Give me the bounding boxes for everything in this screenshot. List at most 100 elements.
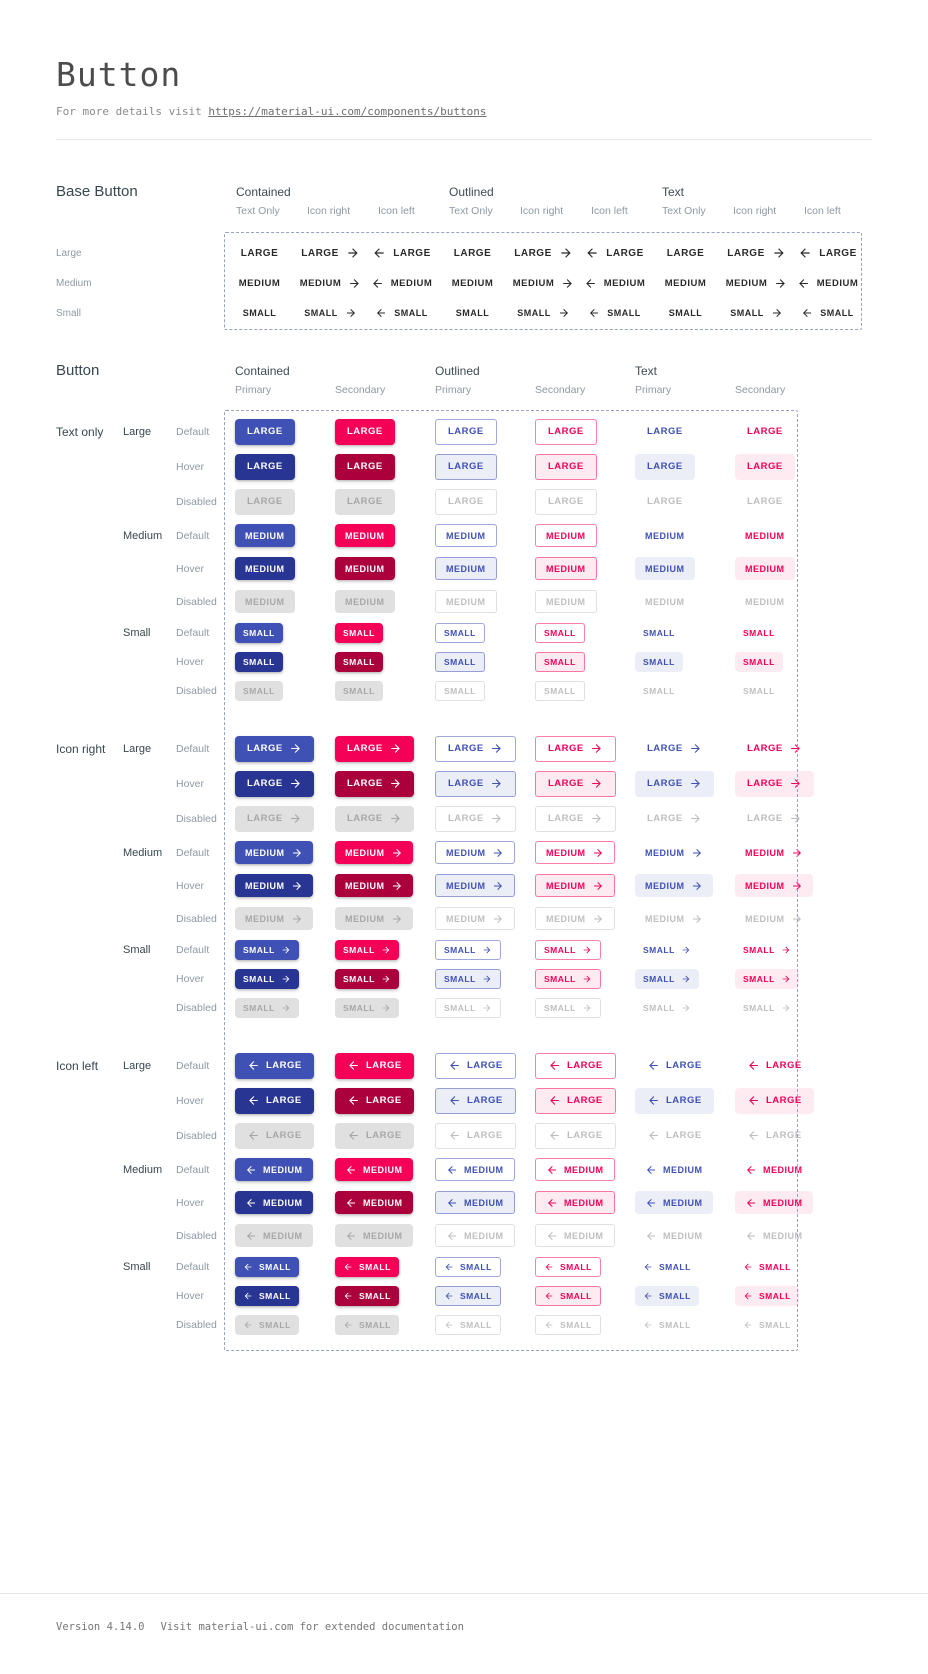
btn-outlined-secondary-small-hover[interactable]: SMALL <box>535 1285 601 1306</box>
base-button-outlined-icon-right-large[interactable]: LARGE <box>514 246 573 260</box>
base-button-outlined-icon-left-small[interactable]: SMALL <box>588 307 641 319</box>
btn-outlined-primary-large-default[interactable]: LARGE <box>435 735 516 762</box>
btn-outlined-secondary-medium-hover[interactable]: MEDIUM <box>535 874 615 897</box>
btn-outlined-secondary-small-default[interactable]: SMALL <box>535 1256 601 1277</box>
btn-outlined-primary-medium-hover[interactable]: MEDIUM <box>435 557 497 580</box>
btn-contained-primary-large-hover[interactable]: LARGE <box>235 770 314 797</box>
base-button-contained-text-only-large[interactable]: LARGE <box>241 248 279 259</box>
btn-contained-secondary-medium-default[interactable]: MEDIUM <box>335 524 395 547</box>
btn-text-secondary-medium-hover[interactable]: MEDIUM <box>735 557 795 580</box>
btn-text-secondary-small-hover[interactable]: SMALL <box>735 968 799 989</box>
btn-contained-primary-small-hover[interactable]: SMALL <box>235 651 283 672</box>
btn-contained-secondary-small-default[interactable]: SMALL <box>335 622 383 643</box>
base-button-contained-text-only-small[interactable]: SMALL <box>243 308 277 318</box>
btn-outlined-primary-large-default[interactable]: LARGE <box>435 418 497 445</box>
btn-text-primary-medium-hover[interactable]: MEDIUM <box>635 557 695 580</box>
btn-text-secondary-large-default[interactable]: LARGE <box>735 419 795 445</box>
btn-contained-secondary-large-default[interactable]: LARGE <box>335 1052 414 1079</box>
base-button-text-icon-right-medium[interactable]: MEDIUM <box>726 277 788 290</box>
btn-text-primary-small-default[interactable]: SMALL <box>635 940 699 960</box>
btn-outlined-secondary-small-default[interactable]: SMALL <box>535 622 585 643</box>
base-button-contained-icon-left-large[interactable]: LARGE <box>372 246 431 260</box>
btn-text-primary-small-hover[interactable]: SMALL <box>635 651 683 672</box>
base-button-text-icon-left-small[interactable]: SMALL <box>801 307 854 319</box>
btn-text-primary-medium-hover[interactable]: MEDIUM <box>635 874 713 897</box>
btn-text-primary-large-hover[interactable]: LARGE <box>635 1087 714 1114</box>
btn-contained-primary-medium-default[interactable]: MEDIUM <box>235 1158 313 1181</box>
base-button-outlined-icon-right-small[interactable]: SMALL <box>517 307 570 319</box>
btn-outlined-secondary-medium-default[interactable]: MEDIUM <box>535 1158 615 1181</box>
btn-outlined-secondary-medium-hover[interactable]: MEDIUM <box>535 1191 615 1214</box>
btn-contained-primary-medium-hover[interactable]: MEDIUM <box>235 874 313 897</box>
btn-contained-secondary-large-hover[interactable]: LARGE <box>335 770 414 797</box>
base-button-text-text-only-large[interactable]: LARGE <box>667 248 705 259</box>
btn-contained-secondary-small-hover[interactable]: SMALL <box>335 651 383 672</box>
btn-text-primary-large-hover[interactable]: LARGE <box>635 770 714 797</box>
btn-contained-primary-large-hover[interactable]: LARGE <box>235 453 295 480</box>
base-button-contained-icon-left-small[interactable]: SMALL <box>375 307 428 319</box>
btn-contained-primary-medium-default[interactable]: MEDIUM <box>235 841 313 864</box>
btn-contained-primary-medium-hover[interactable]: MEDIUM <box>235 1191 313 1214</box>
btn-text-primary-small-hover[interactable]: SMALL <box>635 1285 699 1306</box>
btn-text-secondary-large-default[interactable]: LARGE <box>735 736 814 762</box>
btn-outlined-primary-small-default[interactable]: SMALL <box>435 939 501 960</box>
base-button-contained-text-only-medium[interactable]: MEDIUM <box>239 278 281 289</box>
btn-text-primary-small-default[interactable]: SMALL <box>635 1257 699 1277</box>
btn-text-secondary-large-hover[interactable]: LARGE <box>735 770 814 797</box>
btn-text-secondary-medium-hover[interactable]: MEDIUM <box>735 1191 813 1214</box>
btn-contained-primary-large-default[interactable]: LARGE <box>235 1052 314 1079</box>
btn-contained-secondary-large-hover[interactable]: LARGE <box>335 453 395 480</box>
btn-outlined-primary-small-default[interactable]: SMALL <box>435 622 485 643</box>
btn-text-secondary-small-hover[interactable]: SMALL <box>735 1285 799 1306</box>
btn-text-primary-small-hover[interactable]: SMALL <box>635 968 699 989</box>
btn-outlined-secondary-large-default[interactable]: LARGE <box>535 418 597 445</box>
btn-outlined-secondary-small-hover[interactable]: SMALL <box>535 651 585 672</box>
base-button-contained-icon-right-small[interactable]: SMALL <box>304 307 357 319</box>
btn-outlined-primary-small-hover[interactable]: SMALL <box>435 1285 501 1306</box>
btn-outlined-secondary-small-hover[interactable]: SMALL <box>535 968 601 989</box>
btn-text-secondary-medium-default[interactable]: MEDIUM <box>735 1158 813 1181</box>
btn-outlined-primary-large-hover[interactable]: LARGE <box>435 770 516 797</box>
btn-outlined-primary-small-hover[interactable]: SMALL <box>435 968 501 989</box>
btn-text-primary-small-default[interactable]: SMALL <box>635 623 683 643</box>
btn-contained-primary-small-default[interactable]: SMALL <box>235 1256 299 1277</box>
base-button-outlined-text-only-small[interactable]: SMALL <box>456 308 490 318</box>
base-button-contained-icon-right-medium[interactable]: MEDIUM <box>300 277 362 290</box>
btn-outlined-primary-medium-default[interactable]: MEDIUM <box>435 841 515 864</box>
btn-outlined-primary-large-hover[interactable]: LARGE <box>435 1087 516 1114</box>
base-button-text-icon-left-large[interactable]: LARGE <box>798 246 857 260</box>
base-button-contained-icon-left-medium[interactable]: MEDIUM <box>371 277 433 290</box>
btn-outlined-secondary-medium-default[interactable]: MEDIUM <box>535 841 615 864</box>
base-button-text-text-only-small[interactable]: SMALL <box>669 308 703 318</box>
btn-text-secondary-medium-default[interactable]: MEDIUM <box>735 524 795 547</box>
btn-text-secondary-small-default[interactable]: SMALL <box>735 1257 799 1277</box>
btn-text-primary-medium-default[interactable]: MEDIUM <box>635 524 695 547</box>
btn-text-secondary-large-default[interactable]: LARGE <box>735 1053 814 1079</box>
btn-contained-secondary-large-default[interactable]: LARGE <box>335 735 414 762</box>
base-button-text-text-only-medium[interactable]: MEDIUM <box>665 278 707 289</box>
btn-outlined-secondary-medium-default[interactable]: MEDIUM <box>535 524 597 547</box>
base-button-outlined-icon-left-large[interactable]: LARGE <box>585 246 644 260</box>
btn-contained-secondary-small-hover[interactable]: SMALL <box>335 1285 399 1306</box>
btn-contained-secondary-small-hover[interactable]: SMALL <box>335 968 399 989</box>
btn-contained-secondary-small-default[interactable]: SMALL <box>335 1256 399 1277</box>
btn-outlined-primary-medium-hover[interactable]: MEDIUM <box>435 874 515 897</box>
btn-text-secondary-small-hover[interactable]: SMALL <box>735 651 783 672</box>
btn-contained-primary-small-default[interactable]: SMALL <box>235 939 299 960</box>
btn-outlined-primary-medium-hover[interactable]: MEDIUM <box>435 1191 515 1214</box>
base-button-text-icon-right-small[interactable]: SMALL <box>730 307 783 319</box>
base-button-outlined-text-only-medium[interactable]: MEDIUM <box>452 278 494 289</box>
btn-outlined-secondary-large-hover[interactable]: LARGE <box>535 770 616 797</box>
btn-outlined-primary-large-default[interactable]: LARGE <box>435 1052 516 1079</box>
btn-outlined-secondary-small-default[interactable]: SMALL <box>535 939 601 960</box>
btn-outlined-primary-medium-default[interactable]: MEDIUM <box>435 524 497 547</box>
btn-text-primary-large-default[interactable]: LARGE <box>635 1053 714 1079</box>
btn-contained-primary-small-hover[interactable]: SMALL <box>235 1285 299 1306</box>
btn-text-secondary-small-default[interactable]: SMALL <box>735 940 799 960</box>
btn-contained-primary-large-hover[interactable]: LARGE <box>235 1087 314 1114</box>
btn-text-primary-medium-default[interactable]: MEDIUM <box>635 1158 713 1181</box>
btn-contained-primary-large-default[interactable]: LARGE <box>235 735 314 762</box>
btn-contained-primary-medium-hover[interactable]: MEDIUM <box>235 557 295 580</box>
btn-outlined-primary-small-hover[interactable]: SMALL <box>435 651 485 672</box>
btn-text-secondary-large-hover[interactable]: LARGE <box>735 453 795 480</box>
